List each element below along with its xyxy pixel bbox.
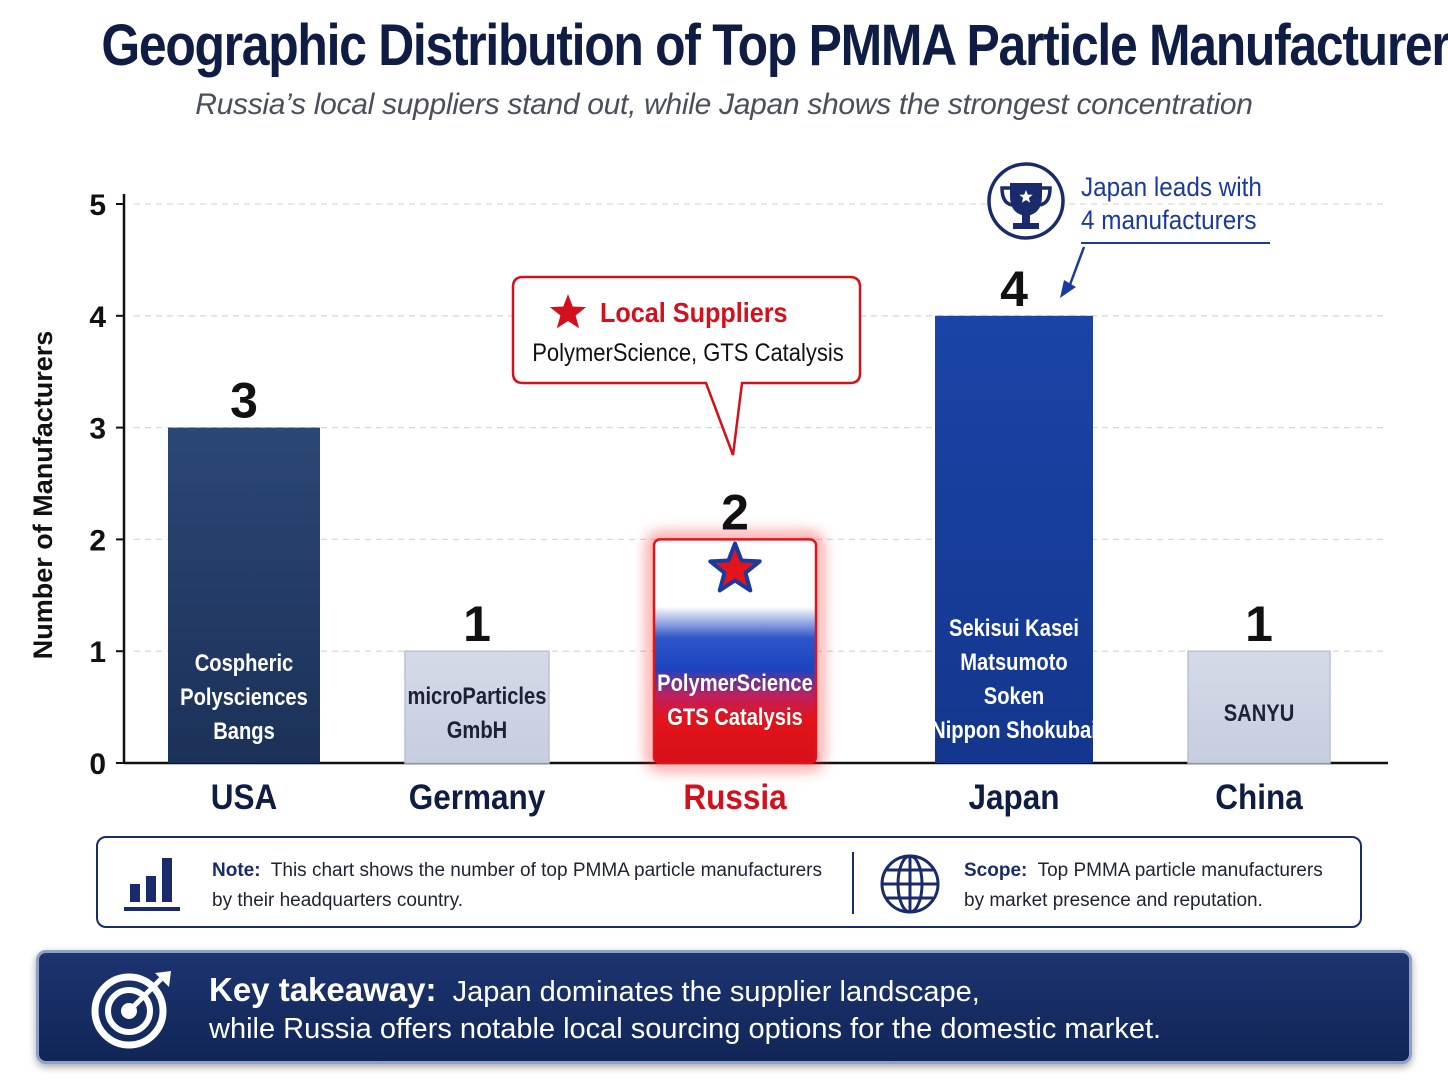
x-tick-label-germany: Germany — [409, 779, 546, 818]
note-panel: Note: This chart shows the number of top… — [96, 836, 1362, 928]
manufacturer-label: Soken — [984, 682, 1044, 709]
manufacturer-label: GmbH — [447, 716, 507, 743]
y-tick-label: 0 — [89, 748, 106, 781]
value-label-china: 1 — [1245, 596, 1273, 652]
bar-germany — [404, 650, 550, 764]
x-tick-label-japan: Japan — [969, 779, 1060, 818]
leader-arrow — [1066, 246, 1086, 291]
manufacturer-label: SANYU — [1224, 699, 1295, 726]
x-tick-label-usa: USA — [211, 779, 277, 818]
value-label-germany: 1 — [463, 596, 491, 652]
leader-arrowhead — [1060, 280, 1076, 298]
value-label-russia: 2 — [721, 484, 749, 540]
target-icon — [91, 971, 171, 1049]
y-tick-label: 3 — [89, 413, 106, 446]
callout-title: Local Suppliers — [600, 297, 788, 329]
takeaway-line-1: Japan dominates the supplier landscape, — [452, 976, 980, 1008]
scope-label: Scope: — [964, 860, 1028, 881]
page-subtitle: Russia’s local suppliers stand out, whil… — [195, 88, 1253, 121]
bar-china — [1187, 650, 1331, 764]
manufacturer-label: Sekisui Kasei — [949, 614, 1079, 641]
x-tick-label-china: China — [1215, 779, 1303, 818]
manufacturer-label: Nippon Shokubai — [931, 716, 1097, 743]
leader-callout-line-2: 4 manufacturers — [1081, 206, 1256, 235]
trophy-icon — [1000, 183, 1052, 229]
manufacturer-label: Bangs — [213, 717, 275, 744]
x-tick-label-russia: Russia — [683, 779, 787, 818]
manufacturer-label: PolymerScience — [657, 669, 813, 696]
note-divider — [852, 852, 854, 914]
bar-russia — [652, 538, 818, 765]
y-tick-label: 4 — [89, 301, 106, 334]
y-tick-label: 2 — [89, 524, 106, 557]
note-text: Note: This chart shows the number of top… — [212, 856, 822, 916]
page-title: Geographic Distribution of Top PMMA Part… — [101, 13, 1448, 78]
manufacturer-label: Matsumoto — [960, 648, 1067, 675]
manufacturer-label: Cospheric — [195, 649, 294, 676]
note-line-2: by their headquarters country. — [212, 890, 464, 911]
value-label-japan: 4 — [1000, 261, 1028, 317]
callout-star-icon — [549, 294, 587, 329]
bar-japan — [935, 315, 1093, 763]
bar-usa — [168, 427, 320, 763]
note-label: Note: — [212, 860, 261, 881]
y-axis-label: Number of Manufacturers — [28, 331, 58, 660]
leader-callout-line-1: Japan leads with — [1081, 173, 1262, 202]
manufacturer-label: microParticles — [408, 682, 547, 709]
value-label-usa: 3 — [230, 373, 258, 429]
scope-line-1: Top PMMA particle manufacturers — [1037, 860, 1323, 881]
local-suppliers-callout — [511, 275, 862, 456]
manufacturer-label: GTS Catalysis — [667, 703, 803, 730]
y-tick-label: 5 — [89, 189, 106, 222]
bar-chart: 0 1 2 3 4 5 Number of Manufacturers 3 USA Cosphe… — [28, 162, 1388, 818]
star-icon — [708, 541, 762, 593]
scope-text: Scope: Top PMMA particle manufacturers b… — [964, 856, 1323, 916]
takeaway-text: Key takeaway: Japan dominates the suppli… — [209, 971, 1161, 1048]
key-takeaway-banner: Key takeaway: Japan dominates the suppli… — [36, 950, 1412, 1064]
globe-icon — [880, 854, 940, 914]
callout-text: PolymerScience, GTS Catalysis — [532, 339, 844, 367]
manufacturer-label: Polysciences — [180, 683, 308, 710]
takeaway-line-2: while Russia offers notable local sourci… — [209, 1013, 1162, 1045]
bar-glow-russia — [647, 532, 823, 771]
y-tick-label: 1 — [89, 636, 106, 669]
takeaway-label: Key takeaway: — [209, 971, 437, 1008]
note-line-1: This chart shows the number of top PMMA … — [270, 860, 823, 881]
scope-line-2: by market presence and reputation. — [964, 890, 1263, 911]
bar-chart-icon — [124, 858, 180, 911]
